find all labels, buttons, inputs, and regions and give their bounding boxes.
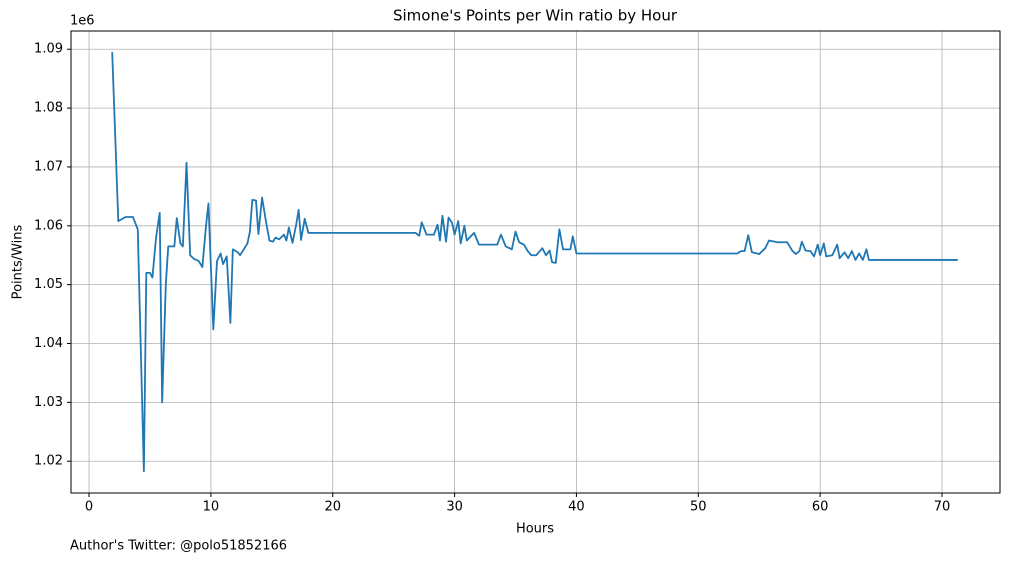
x-tick-label: 30 xyxy=(446,500,463,515)
y-tick-label: 1.03 xyxy=(34,395,63,410)
x-axis-label: Hours xyxy=(516,522,554,537)
y-tick-label: 1.05 xyxy=(34,277,63,292)
plot-frame xyxy=(70,30,1001,494)
y-offset: 1e6 xyxy=(70,14,95,29)
y-tick-label: 1.02 xyxy=(34,454,63,469)
chart-title: Simone's Points per Win ratio by Hour xyxy=(393,7,678,25)
y-tick-label: 1.04 xyxy=(34,336,63,351)
x-tick-label: 50 xyxy=(690,500,707,515)
x-tick-label: 0 xyxy=(85,500,93,515)
y-tick-label: 1.06 xyxy=(34,218,63,233)
annotation: Author's Twitter: @polo51852166 xyxy=(70,539,287,554)
x-tick-label: 10 xyxy=(203,500,220,515)
data-line xyxy=(111,52,958,473)
y-tick-label: 1.08 xyxy=(34,101,63,116)
y-tick-label: 1.09 xyxy=(34,42,63,57)
y-axis-label: Points/Wins xyxy=(11,224,26,299)
x-tick-label: 20 xyxy=(324,500,341,515)
x-tick-label: 70 xyxy=(934,500,951,515)
y-tick-label: 1.07 xyxy=(34,159,63,174)
x-tick-label: 60 xyxy=(812,500,829,515)
x-tick-label: 40 xyxy=(568,500,585,515)
